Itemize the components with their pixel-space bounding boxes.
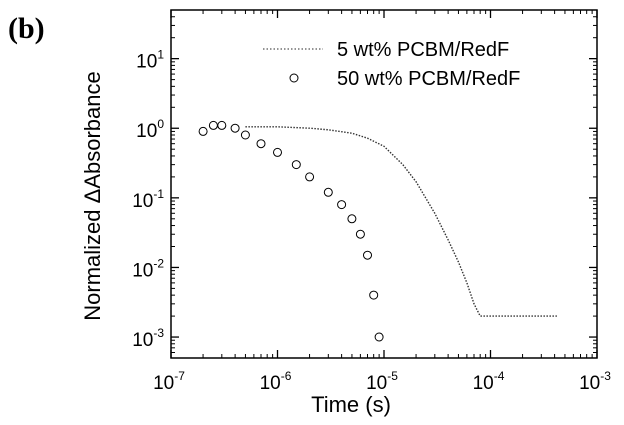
series-50wt-point xyxy=(256,139,266,149)
y-axis-title: Normalized ΔAbsorbance xyxy=(80,71,105,320)
series-50wt-point xyxy=(374,332,384,342)
x-tick-label: 10-6 xyxy=(260,369,292,394)
series-50wt-point xyxy=(355,229,365,239)
x-axis-title: Time (s) xyxy=(311,392,391,417)
legend: 5 wt% PCBM/RedF 50 wt% PCBM/RedF xyxy=(263,39,520,90)
x-tick-label: 10-3 xyxy=(579,369,611,394)
y-tick-label: 100 xyxy=(136,117,164,142)
x-tick-label: 10-4 xyxy=(473,369,505,394)
series-50wt-point xyxy=(273,147,282,157)
panel-label: (b) xyxy=(8,12,45,45)
series-5wt-line xyxy=(245,126,557,317)
legend-circle-swatch xyxy=(289,73,299,83)
series-50wt-point xyxy=(369,290,379,300)
series-50wt-point xyxy=(198,126,208,136)
series-50wt-point xyxy=(337,200,347,210)
plot-border xyxy=(170,9,598,359)
y-tick-label: 10-1 xyxy=(132,187,164,212)
series-50wt-point xyxy=(291,160,301,170)
series-50wt-point xyxy=(323,187,333,197)
series-50wt-point xyxy=(347,214,357,224)
series-50wt-point xyxy=(240,130,250,140)
series-50wt-point xyxy=(363,250,372,260)
series-points xyxy=(198,120,384,342)
x-axis: 10-7 10-6 10-5 10-4 10-3 xyxy=(153,10,611,394)
y-tick-label: 10-3 xyxy=(132,326,164,351)
series-lines xyxy=(245,126,557,317)
plot-frame xyxy=(170,9,598,359)
series-50wt-point xyxy=(230,123,240,133)
series-50wt-point xyxy=(217,120,227,130)
series-50wt-point xyxy=(305,172,315,182)
x-tick-label: 10-5 xyxy=(366,369,398,394)
y-axis: 10-3 10-2 10-1 100 101 xyxy=(132,9,597,359)
series-50wt-point xyxy=(208,120,218,130)
x-tick-label: 10-7 xyxy=(153,369,185,394)
y-tick-label: 101 xyxy=(136,48,164,73)
y-tick-label: 10-2 xyxy=(132,256,164,281)
legend-label-5wt: 5 wt% PCBM/RedF xyxy=(337,39,509,61)
legend-label-50wt: 50 wt% PCBM/RedF xyxy=(337,68,520,90)
